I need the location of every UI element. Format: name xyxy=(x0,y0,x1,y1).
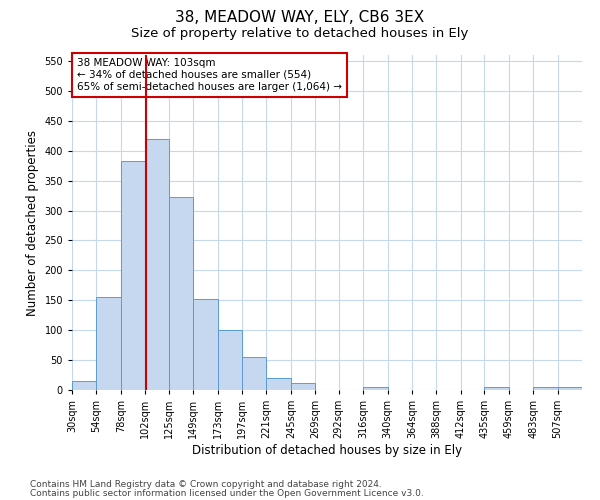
Text: Size of property relative to detached houses in Ely: Size of property relative to detached ho… xyxy=(131,28,469,40)
Bar xyxy=(533,387,557,390)
Text: Contains HM Land Registry data © Crown copyright and database right 2024.: Contains HM Land Registry data © Crown c… xyxy=(30,480,382,489)
Bar xyxy=(145,138,169,390)
Bar xyxy=(218,330,242,390)
Bar xyxy=(242,357,266,390)
Y-axis label: Number of detached properties: Number of detached properties xyxy=(26,130,39,316)
Bar xyxy=(121,161,145,390)
Text: Contains public sector information licensed under the Open Government Licence v3: Contains public sector information licen… xyxy=(30,489,424,498)
X-axis label: Distribution of detached houses by size in Ely: Distribution of detached houses by size … xyxy=(192,444,462,457)
Bar xyxy=(291,383,315,390)
Bar xyxy=(97,298,121,390)
Bar xyxy=(169,197,193,390)
Bar xyxy=(557,387,582,390)
Bar xyxy=(363,387,388,390)
Bar xyxy=(484,387,509,390)
Text: 38, MEADOW WAY, ELY, CB6 3EX: 38, MEADOW WAY, ELY, CB6 3EX xyxy=(175,10,425,25)
Bar xyxy=(266,378,291,390)
Bar xyxy=(193,299,218,390)
Text: 38 MEADOW WAY: 103sqm
← 34% of detached houses are smaller (554)
65% of semi-det: 38 MEADOW WAY: 103sqm ← 34% of detached … xyxy=(77,58,342,92)
Bar xyxy=(72,381,97,390)
